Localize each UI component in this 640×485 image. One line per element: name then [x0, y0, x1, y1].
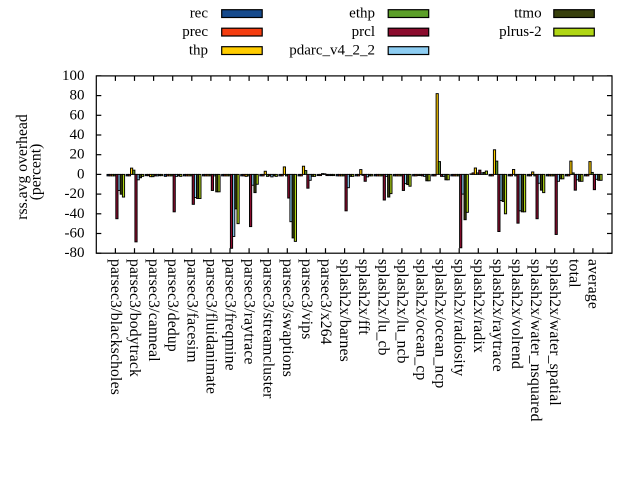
svg-text:20: 20	[70, 147, 85, 163]
svg-text:parsec3/freqmine: parsec3/freqmine	[222, 259, 239, 371]
svg-text:parsec3/streamcluster: parsec3/streamcluster	[260, 259, 277, 399]
svg-text:splash2x/volrend: splash2x/volrend	[508, 259, 525, 369]
svg-text:splash2x/water_spatial: splash2x/water_spatial	[546, 259, 563, 406]
svg-text:splash2x/barnes: splash2x/barnes	[336, 259, 353, 362]
svg-text:splash2x/radix: splash2x/radix	[470, 259, 487, 353]
svg-text:60: 60	[70, 107, 85, 123]
svg-text:splash2x/radiosity: splash2x/radiosity	[451, 259, 468, 376]
svg-text:thp: thp	[189, 43, 208, 59]
svg-text:parsec3/vips: parsec3/vips	[298, 259, 315, 340]
svg-text:parsec3/swaptions: parsec3/swaptions	[279, 259, 296, 377]
svg-text:prec: prec	[182, 24, 208, 40]
svg-text:parsec3/fluidanimate: parsec3/fluidanimate	[202, 259, 219, 394]
svg-text:100: 100	[62, 68, 85, 84]
svg-text:plrus-2: plrus-2	[499, 24, 542, 40]
svg-text:-60: -60	[65, 226, 85, 242]
svg-text:rec: rec	[190, 6, 209, 22]
svg-text:total: total	[565, 259, 582, 288]
svg-text:parsec3/facesim: parsec3/facesim	[183, 259, 200, 363]
svg-text:-40: -40	[65, 206, 85, 222]
svg-text:splash2x/ocean_cp: splash2x/ocean_cp	[413, 259, 430, 381]
svg-text:average: average	[584, 259, 601, 309]
svg-text:80: 80	[70, 88, 85, 104]
svg-text:parsec3/x264: parsec3/x264	[317, 259, 334, 345]
svg-text:parsec3/bodytrack: parsec3/bodytrack	[126, 259, 143, 377]
svg-text:0: 0	[77, 166, 85, 182]
svg-text:parsec3/blackscholes: parsec3/blackscholes	[107, 259, 124, 395]
svg-text:splash2x/raytrace: splash2x/raytrace	[489, 259, 506, 372]
svg-text:splash2x/fft: splash2x/fft	[355, 259, 372, 335]
svg-text:(percent): (percent)	[28, 144, 45, 201]
svg-text:parsec3/raytrace: parsec3/raytrace	[241, 259, 258, 365]
svg-text:40: 40	[70, 127, 85, 143]
svg-text:splash2x/ocean_ncp: splash2x/ocean_ncp	[432, 259, 449, 389]
svg-text:splash2x/lu_ncb: splash2x/lu_ncb	[393, 259, 410, 364]
svg-text:parsec3/dedup: parsec3/dedup	[164, 259, 181, 352]
svg-text:splash2x/water_nsquared: splash2x/water_nsquared	[527, 259, 544, 422]
svg-text:ethp: ethp	[349, 6, 375, 22]
svg-text:-80: -80	[65, 245, 85, 261]
svg-text:-20: -20	[65, 186, 85, 202]
svg-text:prcl: prcl	[352, 24, 375, 40]
svg-text:ttmo: ttmo	[514, 6, 542, 22]
svg-text:splash2x/lu_cb: splash2x/lu_cb	[374, 259, 391, 356]
svg-text:pdarc_v4_2_2: pdarc_v4_2_2	[289, 43, 375, 59]
svg-text:parsec3/canneal: parsec3/canneal	[145, 259, 162, 362]
